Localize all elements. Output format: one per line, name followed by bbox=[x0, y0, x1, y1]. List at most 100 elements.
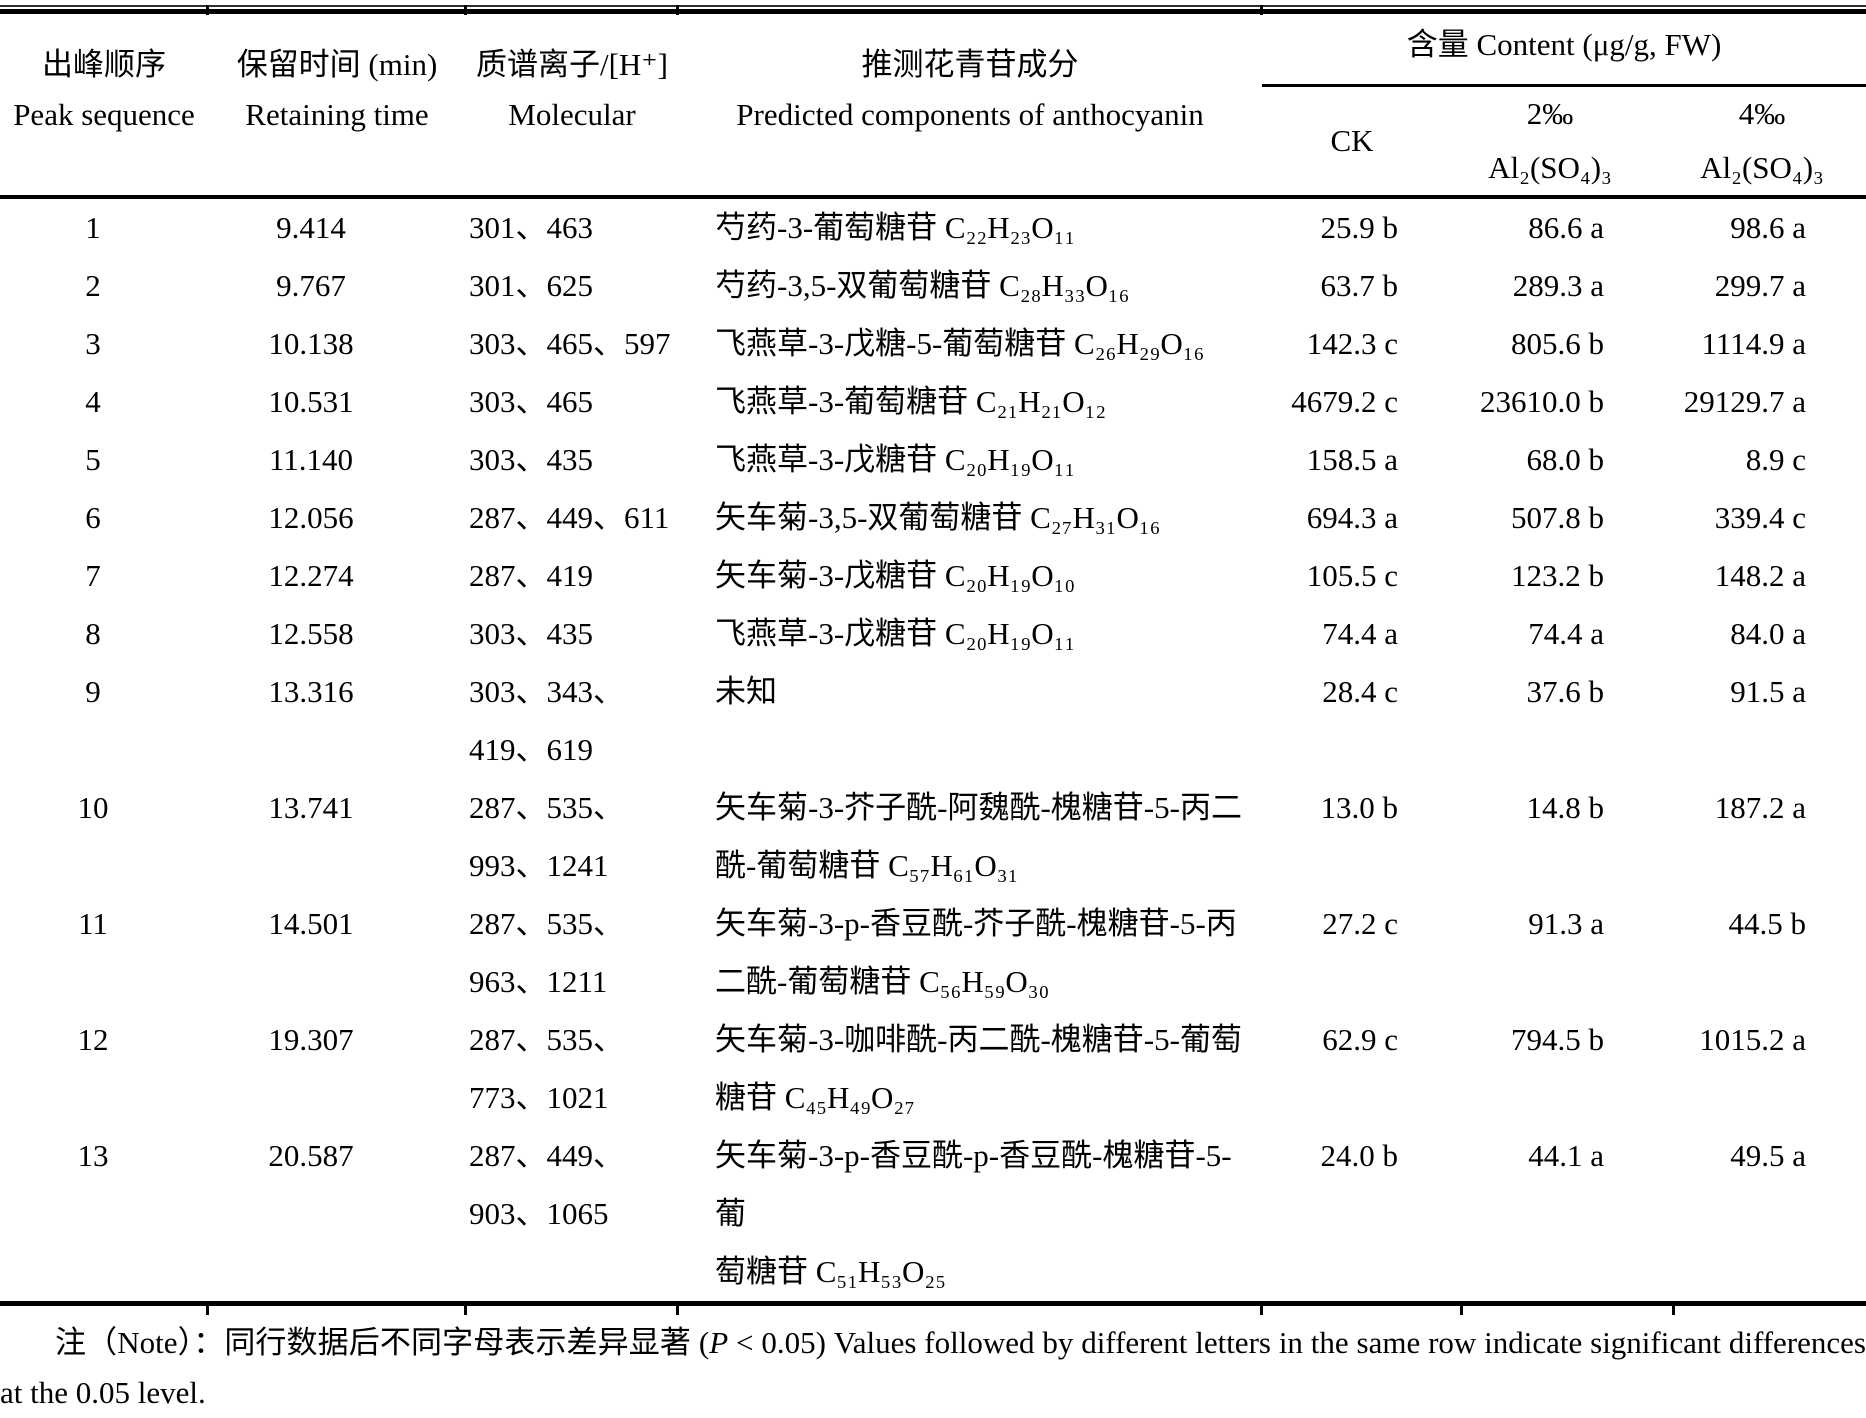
header-predicted-components: 推测花青苷成分 Predicted components of anthocya… bbox=[678, 11, 1262, 199]
header-peak-sequence: 出峰顺序 Peak sequence bbox=[0, 11, 208, 199]
component-cell: 飞燕草-3-戊糖苷 C₂₀H₁₉O₁₁ bbox=[715, 616, 1076, 651]
peak-cell: 4 bbox=[85, 384, 101, 419]
al4-value-cell: 339.4 c bbox=[1714, 500, 1807, 535]
top-thin-rule bbox=[0, 5, 1866, 7]
header-time-zh: 保留时间 (min) bbox=[236, 47, 438, 82]
table-row: 8 12.558 303、435 飞燕草-3-戊糖苷 C₂₀H₁₉O₁₁ 74.4 a 7… bbox=[0, 605, 1866, 663]
time-cell: 10.138 bbox=[268, 326, 354, 361]
al4-value-cell: 1015.2 a bbox=[1699, 1022, 1807, 1057]
table-row: 5 11.140 303、435 飞燕草-3-戊糖苷 C₂₀H₁₉O₁₁ 158.5 a… bbox=[0, 431, 1866, 489]
time-cell: 20.587 bbox=[268, 1138, 354, 1173]
ions-cell: 303、465、597 bbox=[469, 326, 671, 361]
column-tick bbox=[1260, 1306, 1263, 1315]
component-cell: 矢车菊-3-p-香豆酰-p-香豆酰-槐糖苷-5-葡 萄糖苷 C₅₁H₅₃O₂₅ bbox=[715, 1138, 1232, 1289]
ions-cell: 287、449、 903、1065 bbox=[469, 1138, 624, 1231]
paper-table-page: 出峰顺序 Peak sequence 保留时间 (min) Retaining … bbox=[0, 5, 1866, 1410]
ions-cell: 303、465 bbox=[469, 384, 593, 419]
table-row: 2 9.767 301、625 芍药-3,5-双葡萄糖苷 C₂₈H₃₃O₁₆ 63.7 … bbox=[0, 257, 1866, 315]
ck-value-cell: 694.3 a bbox=[1306, 500, 1398, 535]
header-treatment-al4: 4‰ Al₂(SO₄)₃ bbox=[1674, 85, 1866, 199]
column-tick bbox=[676, 5, 679, 15]
column-tick bbox=[1260, 5, 1263, 15]
peak-cell: 7 bbox=[85, 558, 101, 593]
al4-value-cell: 8.9 c bbox=[1745, 442, 1807, 477]
peak-cell: 1 bbox=[85, 210, 101, 245]
table-row: 6 12.056 287、449、611 矢车菊-3,5-双葡萄糖苷 C₂₇H₃₁O₁… bbox=[0, 489, 1866, 547]
al2-value-cell: 91.3 a bbox=[1528, 906, 1604, 941]
peak-cell: 5 bbox=[85, 442, 101, 477]
column-tick bbox=[676, 1306, 679, 1315]
peak-cell: 2 bbox=[85, 268, 101, 303]
header-content-group: 含量 Content (μg/g, FW) bbox=[1262, 11, 1866, 87]
time-cell: 10.531 bbox=[268, 384, 354, 419]
component-cell: 矢车菊-3-p-香豆酰-芥子酰-槐糖苷-5-丙 二酰-葡萄糖苷 C₅₆H₅₉O₃₀ bbox=[715, 906, 1237, 999]
ck-value-cell: 142.3 c bbox=[1306, 326, 1398, 361]
component-cell: 飞燕草-3-戊糖苷 C₂₀H₁₉O₁₁ bbox=[715, 442, 1076, 477]
anthocyanin-table: 出峰顺序 Peak sequence 保留时间 (min) Retaining … bbox=[0, 9, 1866, 1306]
column-tick bbox=[464, 5, 467, 15]
table-row: 13 20.587 287、449、 903、1065 矢车菊-3-p-香豆酰-p-香豆… bbox=[0, 1127, 1866, 1304]
ck-value-cell: 25.9 b bbox=[1320, 210, 1399, 245]
ck-value-cell: 27.2 c bbox=[1322, 906, 1398, 941]
peak-cell: 10 bbox=[77, 790, 109, 825]
column-tick bbox=[206, 5, 209, 15]
time-cell: 12.274 bbox=[268, 558, 354, 593]
component-cell: 矢车菊-3-芥子酰-阿魏酰-槐糖苷-5-丙二 酰-葡萄糖苷 C₅₇H₆₁O₃₁ bbox=[715, 790, 1242, 883]
ck-value-cell: 62.9 c bbox=[1322, 1022, 1398, 1057]
table-row: 12 19.307 287、535、 773、1021 矢车菊-3-咖啡酰-丙二酰-槐糖… bbox=[0, 1011, 1866, 1127]
header-time-en: Retaining time bbox=[245, 97, 429, 132]
al2-value-cell: 14.8 b bbox=[1526, 790, 1605, 825]
component-cell: 矢车菊-3-戊糖苷 C₂₀H₁₉O₁₀ bbox=[715, 558, 1076, 593]
footnote-p-symbol: P bbox=[709, 1325, 729, 1360]
component-cell: 矢车菊-3,5-双葡萄糖苷 C₂₇H₃₁O₁₆ bbox=[715, 500, 1161, 535]
ck-value-cell: 13.0 b bbox=[1320, 790, 1399, 825]
time-cell: 9.414 bbox=[276, 210, 346, 245]
time-cell: 12.558 bbox=[268, 616, 354, 651]
peak-cell: 3 bbox=[85, 326, 101, 361]
ck-value-cell: 28.4 c bbox=[1322, 674, 1398, 709]
peak-cell: 13 bbox=[77, 1138, 109, 1173]
table-row: 10 13.741 287、535、 993、1241 矢车菊-3-芥子酰-阿魏酰-槐糖… bbox=[0, 779, 1866, 895]
header-molecular-ions: 质谱离子/[H⁺] Molecular bbox=[466, 11, 678, 199]
al4-value-cell: 148.2 a bbox=[1714, 558, 1807, 593]
time-cell: 11.140 bbox=[268, 442, 354, 477]
time-cell: 9.767 bbox=[276, 268, 346, 303]
al2-value-cell: 507.8 b bbox=[1511, 500, 1604, 535]
component-cell: 飞燕草-3-葡萄糖苷 C₂₁H₂₁O₁₂ bbox=[715, 384, 1107, 419]
header-retaining-time: 保留时间 (min) Retaining time bbox=[208, 11, 466, 199]
time-cell: 12.056 bbox=[268, 500, 354, 535]
table-row: 9 13.316 303、343、 419、619 未知 28.4 c 37.6 b 91.5… bbox=[0, 663, 1866, 779]
component-cell: 芍药-3-葡萄糖苷 C₂₂H₂₃O₁₁ bbox=[715, 210, 1076, 245]
component-cell: 未知 bbox=[715, 674, 777, 709]
peak-cell: 12 bbox=[77, 1022, 109, 1057]
time-cell: 19.307 bbox=[268, 1022, 354, 1057]
component-cell: 芍药-3,5-双葡萄糖苷 C₂₈H₃₃O₁₆ bbox=[715, 268, 1130, 303]
header-component-en: Predicted components of anthocyanin bbox=[736, 97, 1204, 132]
column-tick bbox=[1460, 1306, 1463, 1315]
ions-cell: 303、435 bbox=[469, 616, 593, 651]
peak-cell: 8 bbox=[85, 616, 101, 651]
ck-value-cell: 74.4 a bbox=[1322, 616, 1398, 651]
al4-value-cell: 84.0 a bbox=[1730, 616, 1807, 651]
column-tick bbox=[1672, 1306, 1675, 1315]
peak-cell: 9 bbox=[85, 674, 101, 709]
ions-cell: 287、449、611 bbox=[469, 500, 670, 535]
ck-value-cell: 63.7 b bbox=[1320, 268, 1399, 303]
peak-cell: 11 bbox=[78, 906, 108, 941]
al2-value-cell: 37.6 b bbox=[1526, 674, 1605, 709]
al4-value-cell: 49.5 a bbox=[1730, 1138, 1807, 1173]
ck-value-cell: 105.5 c bbox=[1306, 558, 1398, 593]
table-body: 1 9.414 301、463 芍药-3-葡萄糖苷 C₂₂H₂₃O₁₁ 25.9 b 8 6… bbox=[0, 197, 1866, 1304]
header-ions-zh: 质谱离子/[H⁺] bbox=[475, 47, 668, 82]
al4-value-cell: 98.6 a bbox=[1730, 210, 1807, 245]
table-row: 3 10.138 303、465、597 飞燕草-3-戊糖-5-葡萄糖苷 C₂₆H₂₉… bbox=[0, 315, 1866, 373]
al2-value-cell: 23610.0 b bbox=[1480, 384, 1604, 419]
header-ions-en: Molecular bbox=[508, 97, 636, 132]
ions-cell: 301、463 bbox=[469, 210, 593, 245]
component-cell: 飞燕草-3-戊糖-5-葡萄糖苷 C₂₆H₂₉O₁₆ bbox=[715, 326, 1205, 361]
ions-cell: 287、535、 993、1241 bbox=[469, 790, 624, 883]
table-row: 7 12.274 287、419 矢车菊-3-戊糖苷 C₂₀H₁₉O₁₀ 105.5 c… bbox=[0, 547, 1866, 605]
al2-value-cell: 805.6 b bbox=[1511, 326, 1604, 361]
al2-value-cell: 289.3 a bbox=[1512, 268, 1604, 303]
al2-value-cell: 74.4 a bbox=[1528, 616, 1604, 651]
